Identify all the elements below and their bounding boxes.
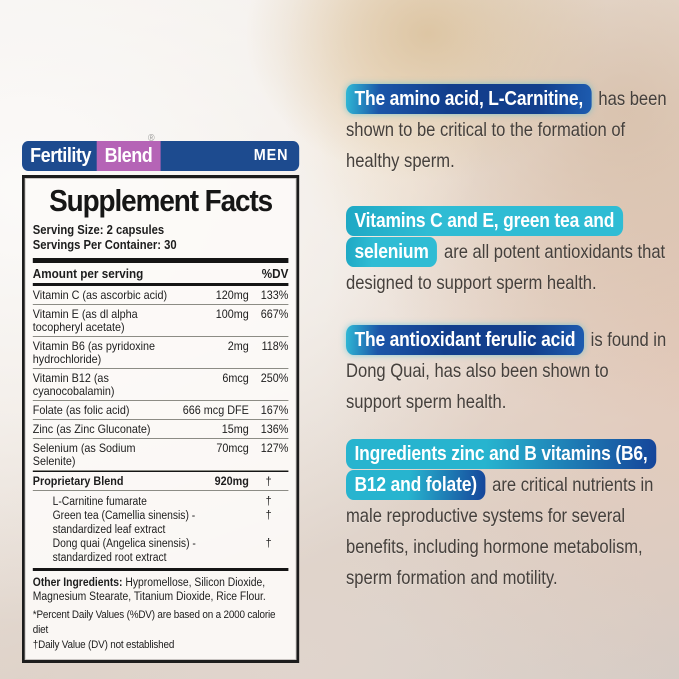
callout-text: sperm formation and motility. bbox=[346, 567, 558, 589]
nutrient-amount: 2mg bbox=[227, 338, 249, 353]
nutrient-name: Vitamin E (as dl alpha tocopheryl acetat… bbox=[32, 306, 138, 334]
nutrient-dv: 136% bbox=[260, 421, 289, 436]
men-badge: MEN bbox=[253, 147, 289, 164]
table-row: Vitamin B12 (as cyanocobalamin) 6mcg 250… bbox=[32, 369, 289, 401]
table-row: Zinc (as Zinc Gluconate) 15mg 136% bbox=[32, 420, 289, 439]
nutrient-amount: 666 mcg DFE bbox=[182, 402, 249, 417]
highlight-text: The antioxidant ferulic acid bbox=[346, 325, 584, 355]
blend-item: Green tea (Camellia sinensis) - standard… bbox=[33, 509, 289, 537]
nutrient-name: Vitamin B12 (as cyanocobalamin) bbox=[32, 370, 115, 398]
nutrient-amount: 120mg bbox=[215, 287, 249, 302]
nutrient-dv: 250% bbox=[260, 370, 289, 385]
nutrient-dv: 127% bbox=[260, 440, 289, 455]
callout-text: is found in bbox=[590, 329, 667, 351]
callout-antioxidants: Vitamins C and E, green tea and selenium… bbox=[346, 206, 669, 299]
benefit-callouts: The amino acid, L-Carnitine, has been sho… bbox=[346, 84, 669, 623]
blend-item: L-Carnitine fumarate † bbox=[33, 495, 289, 509]
nutrient-dv: 667% bbox=[260, 306, 289, 321]
highlight-text: B12 and folate) bbox=[346, 470, 486, 500]
callout-text: has been bbox=[598, 88, 667, 110]
callout-zinc-b-vitamins: Ingredients zinc and B vitamins (B6, B12… bbox=[346, 439, 669, 594]
footnote-percent-dv: *Percent Daily Values (%DV) are based on… bbox=[32, 609, 276, 636]
supplement-label: Fertility Blend ® MEN Supplement Facts S… bbox=[22, 133, 300, 663]
brand-bar: Fertility Blend ® MEN bbox=[22, 133, 300, 171]
table-row: Vitamin C (as ascorbic acid) 120mg 133% bbox=[32, 286, 289, 305]
callout-text: healthy sperm. bbox=[346, 150, 455, 172]
highlight-text: Vitamins C and E, green tea and bbox=[346, 206, 623, 236]
registered-trademark-icon: ® bbox=[148, 133, 155, 144]
proprietary-blend-row: Proprietary Blend 920mg † bbox=[32, 471, 289, 491]
blend-item-name: Dong quai (Angelica sinensis) - standard… bbox=[52, 538, 196, 564]
callout-text: shown to be critical to the formation of bbox=[346, 119, 626, 141]
nutrient-amount: 100mg bbox=[215, 306, 249, 321]
callout-text: Dong Quai, has also been shown to bbox=[346, 360, 609, 382]
callout-text: support sperm health. bbox=[346, 391, 507, 413]
proprietary-blend-name: Proprietary Blend bbox=[32, 473, 124, 488]
divider-thick bbox=[32, 258, 289, 263]
table-row: Vitamin E (as dl alpha tocopheryl acetat… bbox=[32, 305, 289, 337]
callout-text: male reproductive systems for several bbox=[346, 505, 626, 527]
blend-item-dv: † bbox=[265, 538, 272, 550]
servings-per-container: Servings Per Container: 30 bbox=[32, 238, 177, 252]
callout-text: are all potent antioxidants that bbox=[443, 241, 666, 263]
header-dv: %DV bbox=[261, 266, 289, 281]
proprietary-blend-amount: 920mg bbox=[214, 473, 249, 488]
blend-ingredients: L-Carnitine fumarate † Green tea (Camell… bbox=[33, 491, 289, 568]
nutrient-dv: 167% bbox=[260, 402, 289, 417]
callout-l-carnitine: The amino acid, L-Carnitine, has been sho… bbox=[346, 84, 669, 177]
table-header: Amount per serving %DV bbox=[32, 263, 289, 286]
callout-line: Ingredients zinc and B vitamins (B6, bbox=[346, 439, 669, 470]
callout-ferulic-acid: The antioxidant ferulic acid is found in … bbox=[346, 325, 669, 418]
callout-text: are critical nutrients in bbox=[492, 474, 654, 496]
footnote-dv-not-established: †Daily Value (DV) not established bbox=[32, 639, 175, 651]
blend-item: Dong quai (Angelica sinensis) - standard… bbox=[33, 537, 289, 565]
other-ingredients: Other Ingredients: Hypromellose, Silicon… bbox=[33, 576, 289, 604]
callout-text: benefits, including hormone metabolism, bbox=[346, 536, 643, 558]
callout-line: B12 and folate) are critical nutrients in bbox=[346, 470, 669, 501]
brand-name-blend: Blend bbox=[96, 141, 161, 171]
callout-line: The antioxidant ferulic acid is found in bbox=[346, 325, 669, 356]
brand-name-fertility: Fertility bbox=[30, 144, 92, 167]
header-amount-per-serving: Amount per serving bbox=[32, 266, 144, 281]
divider-medium bbox=[32, 568, 289, 571]
nutrient-amount: 6mcg bbox=[222, 370, 249, 385]
supplement-facts-panel: Supplement Facts Serving Size: 2 capsule… bbox=[22, 175, 300, 663]
callout-line: selenium are all potent antioxidants that bbox=[346, 237, 669, 268]
callout-line: Vitamins C and E, green tea and bbox=[346, 206, 669, 237]
proprietary-blend-dv: † bbox=[265, 473, 272, 488]
supplement-facts-title: Supplement Facts bbox=[49, 183, 273, 218]
blend-item-name: L-Carnitine fumarate bbox=[52, 496, 147, 508]
nutrient-dv: 133% bbox=[260, 287, 289, 302]
blend-item-dv: † bbox=[265, 496, 272, 508]
highlight-text: The amino acid, L-Carnitine, bbox=[346, 84, 592, 114]
other-ingredients-label: Other Ingredients: bbox=[32, 577, 123, 589]
serving-size: Serving Size: 2 capsules bbox=[32, 223, 165, 237]
other-ingredients-text: Hypromellose, Silicon Dioxide, Magnesium… bbox=[32, 577, 266, 603]
blend-item-name: Green tea (Camellia sinensis) - standard… bbox=[52, 510, 196, 536]
highlight-text: Ingredients zinc and B vitamins (B6, bbox=[346, 439, 657, 469]
nutrient-name: Vitamin B6 (as pyridoxine hydrochloride) bbox=[32, 338, 156, 366]
highlight-text: selenium bbox=[346, 237, 438, 267]
nutrient-name: Vitamin C (as ascorbic acid) bbox=[32, 287, 168, 302]
table-row: Vitamin B6 (as pyridoxine hydrochloride)… bbox=[32, 337, 289, 369]
callout-line: The amino acid, L-Carnitine, has been bbox=[346, 84, 669, 115]
nutrient-name: Zinc (as Zinc Gluconate) bbox=[32, 421, 151, 436]
table-row: Folate (as folic acid) 666 mcg DFE 167% bbox=[32, 401, 289, 420]
table-row: Selenium (as Sodium Selenite) 70mcg 127% bbox=[32, 439, 289, 471]
nutrient-name: Folate (as folic acid) bbox=[32, 402, 130, 417]
nutrient-name: Selenium (as Sodium Selenite) bbox=[32, 440, 136, 468]
nutrient-amount: 70mcg bbox=[216, 440, 249, 455]
callout-text: designed to support sperm health. bbox=[346, 272, 597, 294]
nutrient-amount: 15mg bbox=[221, 421, 249, 436]
nutrient-dv: 118% bbox=[261, 338, 289, 353]
blend-item-dv: † bbox=[265, 510, 272, 522]
